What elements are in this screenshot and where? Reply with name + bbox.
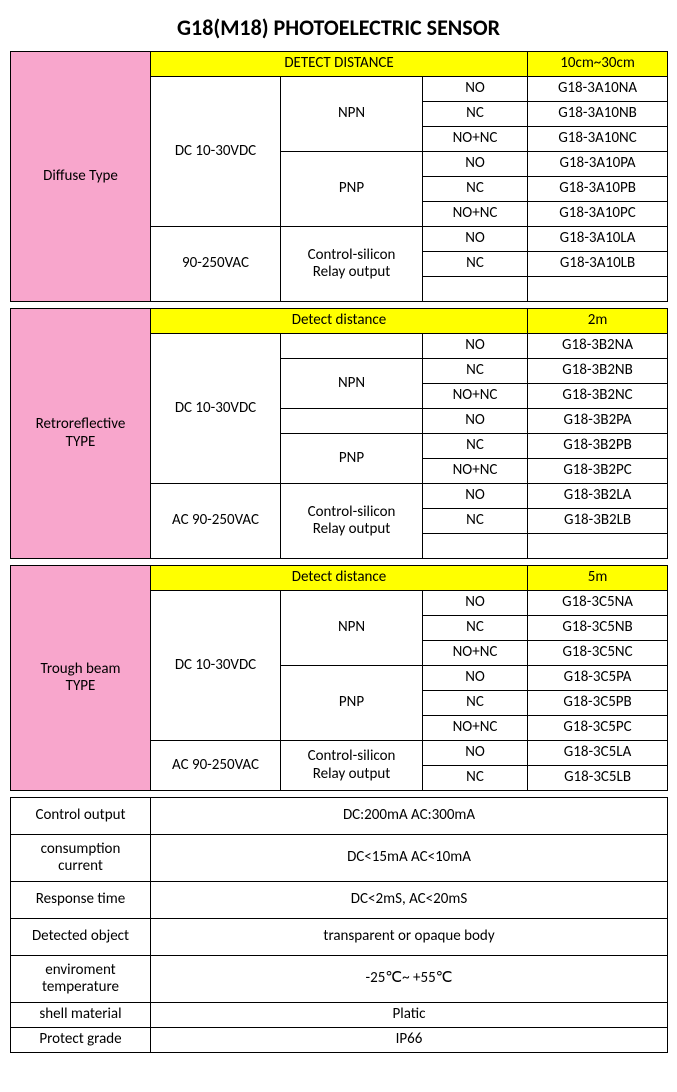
model-cell: G18-3B2NC [528, 384, 668, 409]
type-label: RetroreflectiveTYPE [11, 309, 151, 559]
mode-cell [423, 277, 528, 302]
model-cell: G18-3A10NB [528, 102, 668, 127]
mode-cell: NC [423, 509, 528, 534]
model-cell: G18-3A10NA [528, 77, 668, 102]
model-cell: G18-3C5LB [528, 766, 668, 791]
mode-cell: NO [423, 591, 528, 616]
footer-label: enviromenttemperature [11, 956, 151, 1003]
model-cell: G18-3B2NB [528, 359, 668, 384]
model-cell: G18-3C5PC [528, 716, 668, 741]
mode-cell: NO [423, 741, 528, 766]
model-cell: G18-3B2PA [528, 409, 668, 434]
model-cell: G18-3A10PC [528, 202, 668, 227]
mode-cell: NO [423, 409, 528, 434]
output-type-cell [281, 334, 423, 359]
footer-value: Platic [151, 1003, 668, 1028]
footer-label: Protect grade [11, 1028, 151, 1053]
mode-cell: NO [423, 77, 528, 102]
mode-cell: NO [423, 484, 528, 509]
model-cell: G18-3C5PA [528, 666, 668, 691]
output-type-cell: NPN [281, 359, 423, 409]
mode-cell: NO [423, 152, 528, 177]
mode-cell: NO [423, 334, 528, 359]
model-cell: G18-3B2LA [528, 484, 668, 509]
mode-cell: NC [423, 766, 528, 791]
type-label: Diffuse Type [11, 52, 151, 302]
model-cell: G18-3A10LA [528, 227, 668, 252]
voltage-cell: AC 90-250VAC [151, 484, 281, 559]
detect-distance: 2m [528, 309, 668, 334]
mode-cell: NO+NC [423, 716, 528, 741]
mode-cell: NO+NC [423, 459, 528, 484]
mode-cell: NC [423, 434, 528, 459]
type-label: Trough beamTYPE [11, 566, 151, 791]
footer-value: IP66 [151, 1028, 668, 1053]
detect-distance: 5m [528, 566, 668, 591]
detect-header: Detect distance [151, 309, 528, 334]
mode-cell: NO+NC [423, 384, 528, 409]
mode-cell: NO [423, 666, 528, 691]
voltage-cell: AC 90-250VAC [151, 741, 281, 791]
footer-value: DC<2mS, AC<20mS [151, 882, 668, 919]
model-cell: G18-3C5NA [528, 591, 668, 616]
model-cell: G18-3B2PC [528, 459, 668, 484]
footer-value: -25℃~ +55℃ [151, 956, 668, 1003]
voltage-cell: DC 10-30VDC [151, 591, 281, 741]
model-cell: G18-3C5PB [528, 691, 668, 716]
detect-header: Detect distance [151, 566, 528, 591]
footer-label: Response time [11, 882, 151, 919]
voltage-cell: DC 10-30VDC [151, 77, 281, 227]
mode-cell: NC [423, 616, 528, 641]
mode-cell: NO [423, 227, 528, 252]
voltage-cell: 90-250VAC [151, 227, 281, 302]
output-type-cell: Control-siliconRelay output [281, 484, 423, 559]
footer-label: consumptioncurrent [11, 835, 151, 882]
footer-value: transparent or opaque body [151, 919, 668, 956]
mode-cell: NC [423, 252, 528, 277]
output-type-cell: NPN [281, 77, 423, 152]
output-type-cell: PNP [281, 152, 423, 227]
output-type-cell: Control-siliconRelay output [281, 741, 423, 791]
output-type-cell: Control-siliconRelay output [281, 227, 423, 302]
model-cell: G18-3A10NC [528, 127, 668, 152]
footer-label: Control output [11, 798, 151, 835]
model-cell [528, 277, 668, 302]
mode-cell: NO+NC [423, 127, 528, 152]
mode-cell: NO+NC [423, 641, 528, 666]
output-type-cell [281, 409, 423, 434]
model-cell: G18-3A10PB [528, 177, 668, 202]
footer-label: Detected object [11, 919, 151, 956]
footer-label: shell material [11, 1003, 151, 1028]
mode-cell: NO+NC [423, 202, 528, 227]
model-cell: G18-3C5NC [528, 641, 668, 666]
mode-cell: NC [423, 691, 528, 716]
mode-cell: NC [423, 359, 528, 384]
detect-header: DETECT DISTANCE [151, 52, 528, 77]
footer-value: DC:200mA AC:300mA [151, 798, 668, 835]
voltage-cell: DC 10-30VDC [151, 334, 281, 484]
model-cell: G18-3C5LA [528, 741, 668, 766]
mode-cell [423, 534, 528, 559]
model-cell: G18-3B2LB [528, 509, 668, 534]
model-cell: G18-3C5NB [528, 616, 668, 641]
model-cell [528, 534, 668, 559]
page-title: G18(M18) PHOTOELECTRIC SENSOR [0, 0, 677, 51]
detect-distance: 10cm~30cm [528, 52, 668, 77]
model-cell: G18-3A10LB [528, 252, 668, 277]
model-cell: G18-3B2NA [528, 334, 668, 359]
footer-value: DC<15mA AC<10mA [151, 835, 668, 882]
output-type-cell: PNP [281, 434, 423, 484]
mode-cell: NC [423, 177, 528, 202]
model-cell: G18-3B2PB [528, 434, 668, 459]
output-type-cell: NPN [281, 591, 423, 666]
mode-cell: NC [423, 102, 528, 127]
output-type-cell: PNP [281, 666, 423, 741]
spec-table: Diffuse TypeDETECT DISTANCE10cm~30cm DC 1… [10, 51, 668, 1053]
model-cell: G18-3A10PA [528, 152, 668, 177]
